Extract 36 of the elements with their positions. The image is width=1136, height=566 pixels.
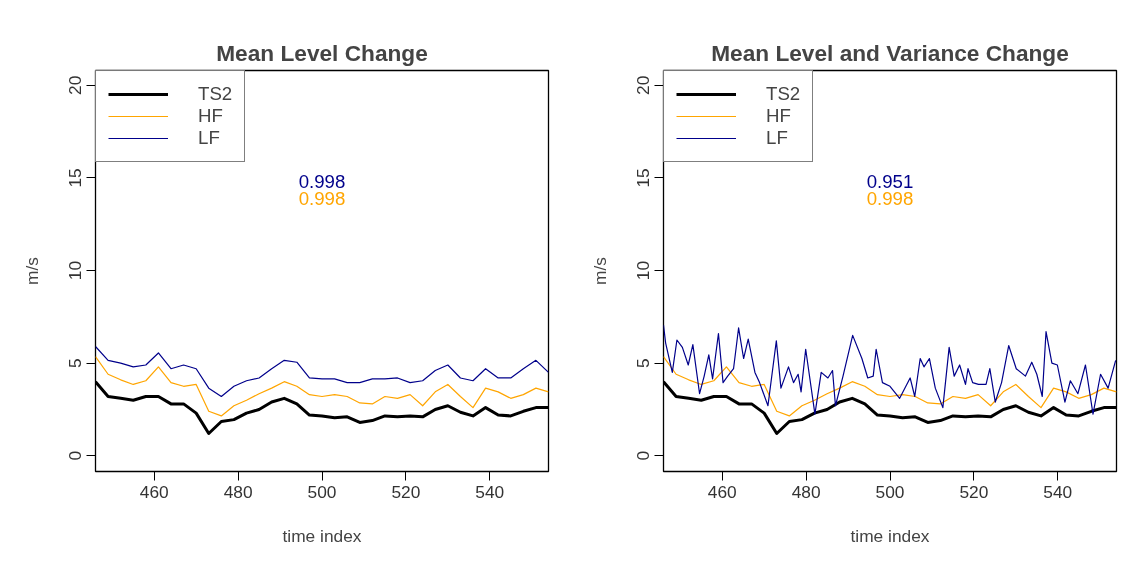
legend-label: TS2 <box>198 83 233 105</box>
x-tick-label: 520 <box>959 481 989 502</box>
chart-title: Mean Level Change <box>216 39 428 66</box>
y-tick-label: 20 <box>65 75 86 95</box>
x-axis-title: time index <box>282 525 362 546</box>
x-axis-title: time index <box>850 525 930 546</box>
y-tick-label: 0 <box>65 450 86 461</box>
y-axis-title: m/s <box>589 256 610 285</box>
x-tick-label: 480 <box>223 481 253 502</box>
x-tick-label: 520 <box>391 481 421 502</box>
line-series <box>95 345 549 398</box>
y-tick-label: 20 <box>633 75 654 95</box>
x-tick-label: 500 <box>307 481 337 502</box>
y-tick-label: 5 <box>633 358 654 368</box>
y-tick-label: 15 <box>65 168 86 188</box>
y-axis-title: m/s <box>21 256 42 285</box>
x-tick-label: 460 <box>139 481 169 502</box>
legend-label: TS2 <box>766 83 801 105</box>
line-series <box>663 356 1117 417</box>
chart-title: Mean Level and Variance Change <box>711 39 1069 66</box>
y-tick-label: 15 <box>633 168 654 188</box>
legend-label: HF <box>766 105 791 127</box>
x-tick-label: 540 <box>1043 481 1073 502</box>
line-series <box>95 356 549 417</box>
x-tick-label: 460 <box>707 481 737 502</box>
x-tick-label: 480 <box>791 481 821 502</box>
legend-label: LF <box>198 127 220 149</box>
y-tick-label: 0 <box>633 450 654 461</box>
line-series <box>663 324 1117 415</box>
y-tick-label: 10 <box>633 260 654 281</box>
y-tick-label: 5 <box>65 358 86 368</box>
x-tick-label: 540 <box>475 481 505 502</box>
y-tick-label: 10 <box>65 260 86 281</box>
legend-label: LF <box>766 127 788 149</box>
legend-label: HF <box>198 105 223 127</box>
x-tick-label: 500 <box>875 481 905 502</box>
